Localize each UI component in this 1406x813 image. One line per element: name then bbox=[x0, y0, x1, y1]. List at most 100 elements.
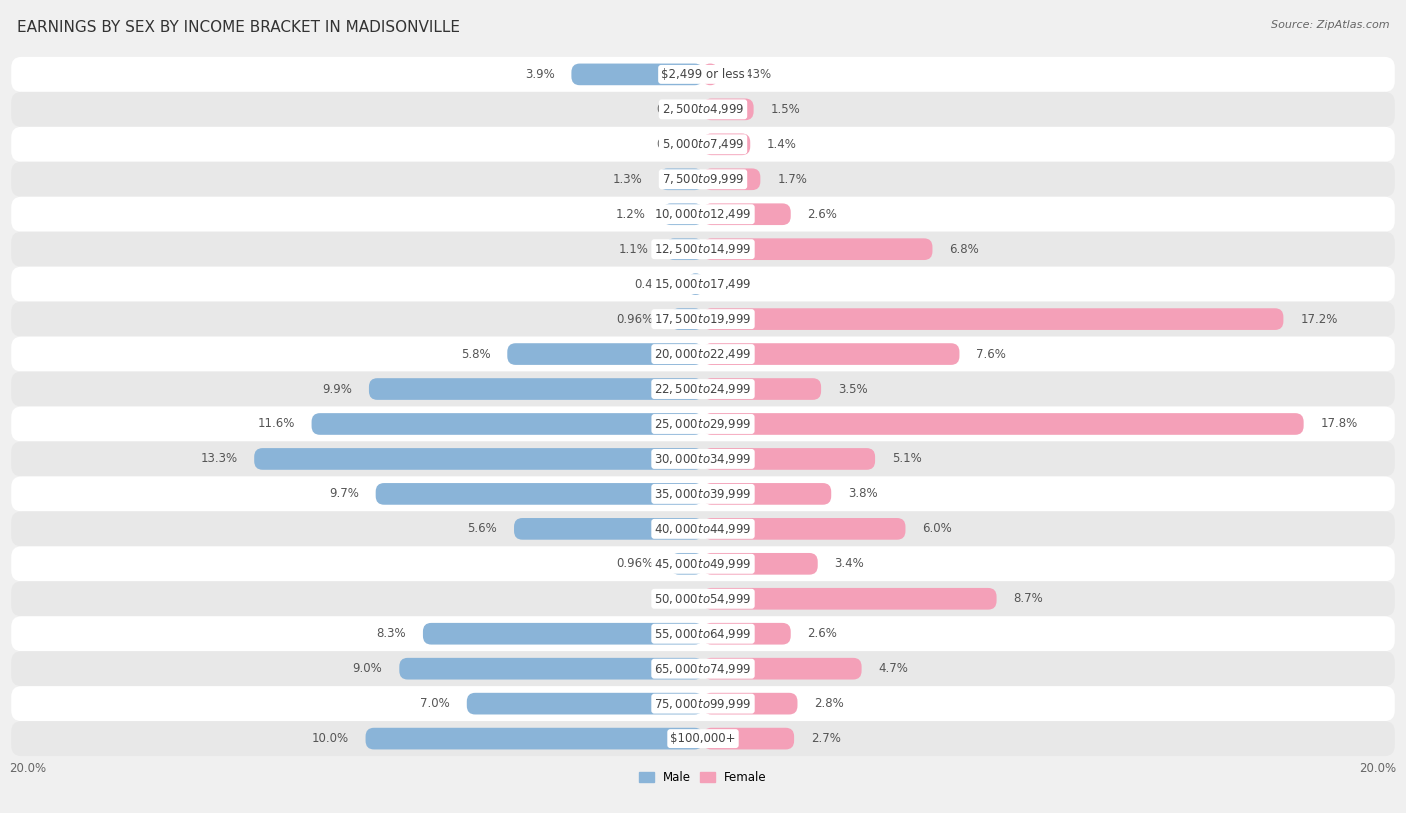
FancyBboxPatch shape bbox=[703, 238, 932, 260]
Text: 0.0%: 0.0% bbox=[657, 103, 686, 115]
FancyBboxPatch shape bbox=[11, 267, 1395, 302]
Text: $65,000 to $74,999: $65,000 to $74,999 bbox=[654, 662, 752, 676]
Text: 7.6%: 7.6% bbox=[976, 348, 1007, 360]
FancyBboxPatch shape bbox=[515, 518, 703, 540]
FancyBboxPatch shape bbox=[368, 378, 703, 400]
Text: 0.96%: 0.96% bbox=[616, 558, 654, 570]
Text: 3.5%: 3.5% bbox=[838, 383, 868, 395]
Text: 5.8%: 5.8% bbox=[461, 348, 491, 360]
FancyBboxPatch shape bbox=[11, 581, 1395, 616]
FancyBboxPatch shape bbox=[703, 553, 818, 575]
Text: 0.43%: 0.43% bbox=[734, 68, 772, 80]
FancyBboxPatch shape bbox=[703, 413, 1303, 435]
FancyBboxPatch shape bbox=[11, 127, 1395, 162]
Text: $5,000 to $7,499: $5,000 to $7,499 bbox=[662, 137, 744, 151]
Text: $45,000 to $49,999: $45,000 to $49,999 bbox=[654, 557, 752, 571]
FancyBboxPatch shape bbox=[11, 511, 1395, 546]
FancyBboxPatch shape bbox=[703, 728, 794, 750]
Text: $10,000 to $12,499: $10,000 to $12,499 bbox=[654, 207, 752, 221]
FancyBboxPatch shape bbox=[703, 483, 831, 505]
Text: 1.4%: 1.4% bbox=[768, 138, 797, 150]
FancyBboxPatch shape bbox=[703, 168, 761, 190]
Text: $100,000+: $100,000+ bbox=[671, 733, 735, 745]
Text: 0.0%: 0.0% bbox=[657, 138, 686, 150]
FancyBboxPatch shape bbox=[666, 238, 703, 260]
Text: 3.9%: 3.9% bbox=[524, 68, 554, 80]
FancyBboxPatch shape bbox=[11, 337, 1395, 372]
Text: 9.7%: 9.7% bbox=[329, 488, 359, 500]
Text: $20,000 to $22,499: $20,000 to $22,499 bbox=[654, 347, 752, 361]
FancyBboxPatch shape bbox=[659, 168, 703, 190]
Text: 4.7%: 4.7% bbox=[879, 663, 908, 675]
Text: 10.0%: 10.0% bbox=[312, 733, 349, 745]
FancyBboxPatch shape bbox=[11, 441, 1395, 476]
Legend: Male, Female: Male, Female bbox=[634, 766, 772, 789]
FancyBboxPatch shape bbox=[254, 448, 703, 470]
FancyBboxPatch shape bbox=[508, 343, 703, 365]
Text: $40,000 to $44,999: $40,000 to $44,999 bbox=[654, 522, 752, 536]
Text: $25,000 to $29,999: $25,000 to $29,999 bbox=[654, 417, 752, 431]
FancyBboxPatch shape bbox=[11, 57, 1395, 92]
Text: 8.3%: 8.3% bbox=[377, 628, 406, 640]
Text: 3.4%: 3.4% bbox=[835, 558, 865, 570]
FancyBboxPatch shape bbox=[467, 693, 703, 715]
Text: $22,500 to $24,999: $22,500 to $24,999 bbox=[654, 382, 752, 396]
Text: 2.6%: 2.6% bbox=[807, 208, 838, 220]
FancyBboxPatch shape bbox=[703, 343, 959, 365]
Text: $30,000 to $34,999: $30,000 to $34,999 bbox=[654, 452, 752, 466]
Text: $55,000 to $64,999: $55,000 to $64,999 bbox=[654, 627, 752, 641]
Text: $17,500 to $19,999: $17,500 to $19,999 bbox=[654, 312, 752, 326]
Text: 6.0%: 6.0% bbox=[922, 523, 952, 535]
FancyBboxPatch shape bbox=[11, 302, 1395, 337]
FancyBboxPatch shape bbox=[11, 197, 1395, 232]
Text: 2.6%: 2.6% bbox=[807, 628, 838, 640]
FancyBboxPatch shape bbox=[399, 658, 703, 680]
FancyBboxPatch shape bbox=[703, 378, 821, 400]
FancyBboxPatch shape bbox=[703, 448, 875, 470]
Text: 2.7%: 2.7% bbox=[811, 733, 841, 745]
Text: 17.8%: 17.8% bbox=[1320, 418, 1358, 430]
Text: $2,499 or less: $2,499 or less bbox=[661, 68, 745, 80]
Text: 8.7%: 8.7% bbox=[1014, 593, 1043, 605]
Text: 2.8%: 2.8% bbox=[814, 698, 844, 710]
FancyBboxPatch shape bbox=[11, 651, 1395, 686]
Text: 0.0%: 0.0% bbox=[657, 593, 686, 605]
FancyBboxPatch shape bbox=[671, 308, 703, 330]
FancyBboxPatch shape bbox=[662, 203, 703, 225]
Text: $12,500 to $14,999: $12,500 to $14,999 bbox=[654, 242, 752, 256]
FancyBboxPatch shape bbox=[703, 658, 862, 680]
Text: 5.6%: 5.6% bbox=[467, 523, 498, 535]
Text: 9.0%: 9.0% bbox=[353, 663, 382, 675]
FancyBboxPatch shape bbox=[11, 372, 1395, 406]
Text: 9.9%: 9.9% bbox=[322, 383, 352, 395]
Text: 11.6%: 11.6% bbox=[257, 418, 295, 430]
FancyBboxPatch shape bbox=[571, 63, 703, 85]
FancyBboxPatch shape bbox=[703, 133, 751, 155]
Text: 1.7%: 1.7% bbox=[778, 173, 807, 185]
Text: 0.44%: 0.44% bbox=[634, 278, 671, 290]
FancyBboxPatch shape bbox=[703, 588, 997, 610]
FancyBboxPatch shape bbox=[366, 728, 703, 750]
FancyBboxPatch shape bbox=[11, 92, 1395, 127]
FancyBboxPatch shape bbox=[703, 693, 797, 715]
Text: 1.1%: 1.1% bbox=[619, 243, 650, 255]
FancyBboxPatch shape bbox=[11, 162, 1395, 197]
Text: 1.3%: 1.3% bbox=[613, 173, 643, 185]
FancyBboxPatch shape bbox=[703, 308, 1284, 330]
FancyBboxPatch shape bbox=[703, 203, 790, 225]
Text: 1.5%: 1.5% bbox=[770, 103, 800, 115]
FancyBboxPatch shape bbox=[312, 413, 703, 435]
Text: $7,500 to $9,999: $7,500 to $9,999 bbox=[662, 172, 744, 186]
FancyBboxPatch shape bbox=[11, 546, 1395, 581]
FancyBboxPatch shape bbox=[703, 518, 905, 540]
FancyBboxPatch shape bbox=[11, 406, 1395, 441]
FancyBboxPatch shape bbox=[11, 721, 1395, 756]
FancyBboxPatch shape bbox=[671, 553, 703, 575]
FancyBboxPatch shape bbox=[703, 98, 754, 120]
Text: EARNINGS BY SEX BY INCOME BRACKET IN MADISONVILLE: EARNINGS BY SEX BY INCOME BRACKET IN MAD… bbox=[17, 20, 460, 35]
Text: 1.2%: 1.2% bbox=[616, 208, 645, 220]
Text: $15,000 to $17,499: $15,000 to $17,499 bbox=[654, 277, 752, 291]
FancyBboxPatch shape bbox=[11, 616, 1395, 651]
Text: 17.2%: 17.2% bbox=[1301, 313, 1337, 325]
FancyBboxPatch shape bbox=[688, 273, 703, 295]
